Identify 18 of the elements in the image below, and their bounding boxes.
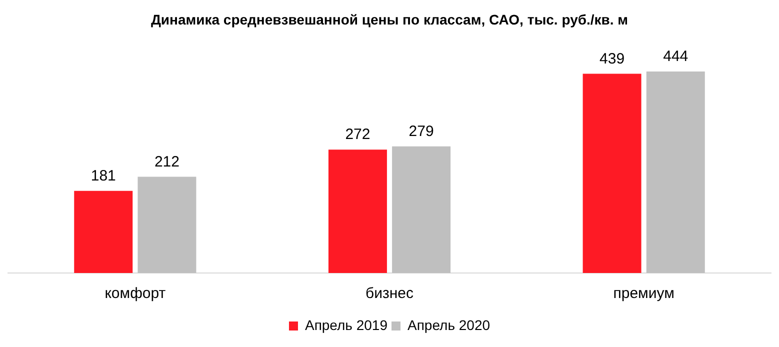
bar <box>646 72 705 273</box>
data-label: 212 <box>154 153 180 170</box>
data-label: 181 <box>90 168 116 185</box>
data-label: 272 <box>345 126 370 144</box>
bar <box>74 190 133 273</box>
legend-label: Апрель 2020 <box>408 316 490 333</box>
bar <box>328 150 387 273</box>
legend-label: Апрель 2019 <box>304 316 388 333</box>
x-tick-label: комфорт <box>104 285 166 302</box>
x-tick-label: бизнес <box>366 285 414 302</box>
chart-title: Динамика средневзвешанной цены по классам, САО, тыс. руб./кв. м <box>150 11 628 28</box>
bar <box>392 146 451 273</box>
data-label: 439 <box>600 50 625 68</box>
bar <box>582 74 642 273</box>
bar <box>138 176 196 273</box>
data-label: 444 <box>663 48 688 66</box>
data-label: 279 <box>408 123 434 140</box>
x-tick-label: премиум <box>613 285 674 302</box>
